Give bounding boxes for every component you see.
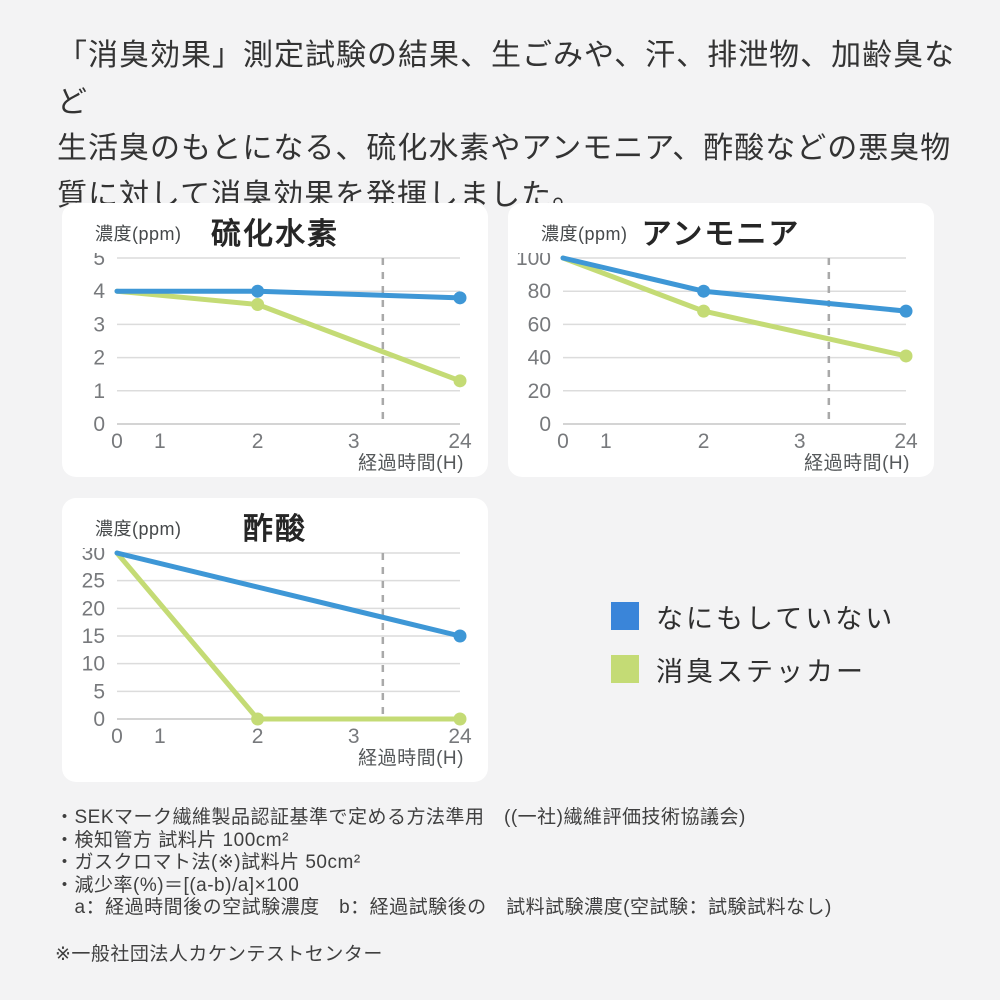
header-line-2: 生活臭のもとになる、硫化水素やアンモニア、酢酸などの悪臭物 <box>57 132 952 165</box>
legend-swatch-sticker <box>611 655 639 683</box>
svg-text:24: 24 <box>448 725 472 748</box>
svg-text:2: 2 <box>698 430 710 453</box>
chart-header: 濃度(ppm) 酢酸 <box>62 498 488 548</box>
svg-text:1: 1 <box>154 725 166 748</box>
legend-item-sticker: 消臭ステッカー <box>611 654 895 687</box>
svg-text:1: 1 <box>600 430 612 453</box>
footnote-reduction-formula: ・減少率(%)＝[(a-b)/a]×100 <box>55 874 300 896</box>
y-axis-label: 濃度(ppm) <box>95 224 182 244</box>
svg-text:24: 24 <box>448 430 472 453</box>
legend-label-untreated: なにもしていない <box>656 603 896 634</box>
svg-text:100: 100 <box>516 253 551 270</box>
chart-header: 濃度(ppm) 硫化水素 <box>62 203 488 253</box>
svg-text:4: 4 <box>93 280 105 303</box>
footnote-detector-tube: ・検知管方 試料片 100cm² <box>55 829 289 851</box>
svg-text:1: 1 <box>154 430 166 453</box>
footnote-formula-terms: a：経過時間後の空試験濃度 b：経過試験後の 試料試験濃度(空試験：試験試料なし… <box>55 897 832 919</box>
svg-text:0: 0 <box>557 430 569 453</box>
svg-text:経過時間(H): 経過時間(H) <box>358 452 464 474</box>
svg-text:25: 25 <box>82 570 105 593</box>
chart-card-ammonia: 濃度(ppm) アンモニア 0 20 40 60 80 100 0 1 2 3 24 経過時間(H) <box>508 203 934 477</box>
svg-text:0: 0 <box>539 413 551 436</box>
header-paragraph: 「消臭効果」測定試験の結果、生ごみや、汗、排泄物、加齢臭など 生活臭のもとになる… <box>57 33 957 219</box>
svg-text:3: 3 <box>93 313 105 336</box>
svg-text:60: 60 <box>528 313 551 336</box>
svg-text:0: 0 <box>93 708 105 731</box>
y-axis-label: 濃度(ppm) <box>95 519 182 539</box>
chart-card-acetic-acid: 濃度(ppm) 酢酸 0 5 10 15 20 25 30 0 1 2 3 24 経過時間(H) <box>62 498 488 782</box>
svg-text:40: 40 <box>528 347 551 370</box>
legend-swatch-untreated <box>611 602 639 630</box>
svg-text:1: 1 <box>93 380 105 403</box>
svg-text:80: 80 <box>528 280 551 303</box>
svg-text:24: 24 <box>894 430 918 453</box>
svg-text:5: 5 <box>93 253 105 270</box>
footnote-testing-agency: ※一般社団法人カケンテストセンター <box>55 943 383 965</box>
svg-text:15: 15 <box>82 625 105 648</box>
chart-card-hydrogen-sulfide: 濃度(ppm) 硫化水素 0 1 2 3 4 5 0 1 2 3 24 経過時間(H) <box>62 203 488 477</box>
footnote-method: ・SEKマーク繊維製品認証基準で定める方法準用 ((一社)繊維評価技術協議会) <box>55 807 746 828</box>
svg-text:0: 0 <box>111 430 123 453</box>
header-line-1: 「消臭効果」測定試験の結果、生ごみや、汗、排泄物、加齢臭など <box>57 39 956 119</box>
svg-text:20: 20 <box>528 380 551 403</box>
svg-text:20: 20 <box>82 597 105 620</box>
legend-label-sticker: 消臭ステッカー <box>656 656 866 687</box>
legend-item-untreated: なにもしていない <box>611 601 895 634</box>
chart-title: 酢酸 <box>243 513 307 546</box>
footnote-gas-chromatography: ・ガスクロマト法(※)試料片 50cm² <box>55 852 361 874</box>
svg-text:5: 5 <box>93 680 105 703</box>
footnotes: ・SEKマーク繊維製品認証基準で定める方法準用 ((一社)繊維評価技術協議会) … <box>55 807 955 967</box>
svg-text:2: 2 <box>93 347 105 370</box>
y-axis-label: 濃度(ppm) <box>541 224 628 244</box>
svg-text:経過時間(H): 経過時間(H) <box>358 747 464 769</box>
svg-text:30: 30 <box>82 548 105 565</box>
chart-title: 硫化水素 <box>211 218 339 251</box>
svg-text:10: 10 <box>82 653 105 676</box>
svg-text:2: 2 <box>252 430 264 453</box>
legend: なにもしていない 消臭ステッカー <box>611 601 895 707</box>
svg-text:2: 2 <box>252 725 264 748</box>
chart-title: アンモニア <box>641 218 801 251</box>
svg-text:3: 3 <box>794 430 806 453</box>
svg-text:3: 3 <box>348 430 360 453</box>
svg-text:経過時間(H): 経過時間(H) <box>804 452 910 474</box>
chart-header: 濃度(ppm) アンモニア <box>508 203 934 253</box>
svg-text:0: 0 <box>111 725 123 748</box>
svg-text:0: 0 <box>93 413 105 436</box>
svg-text:3: 3 <box>348 725 360 748</box>
